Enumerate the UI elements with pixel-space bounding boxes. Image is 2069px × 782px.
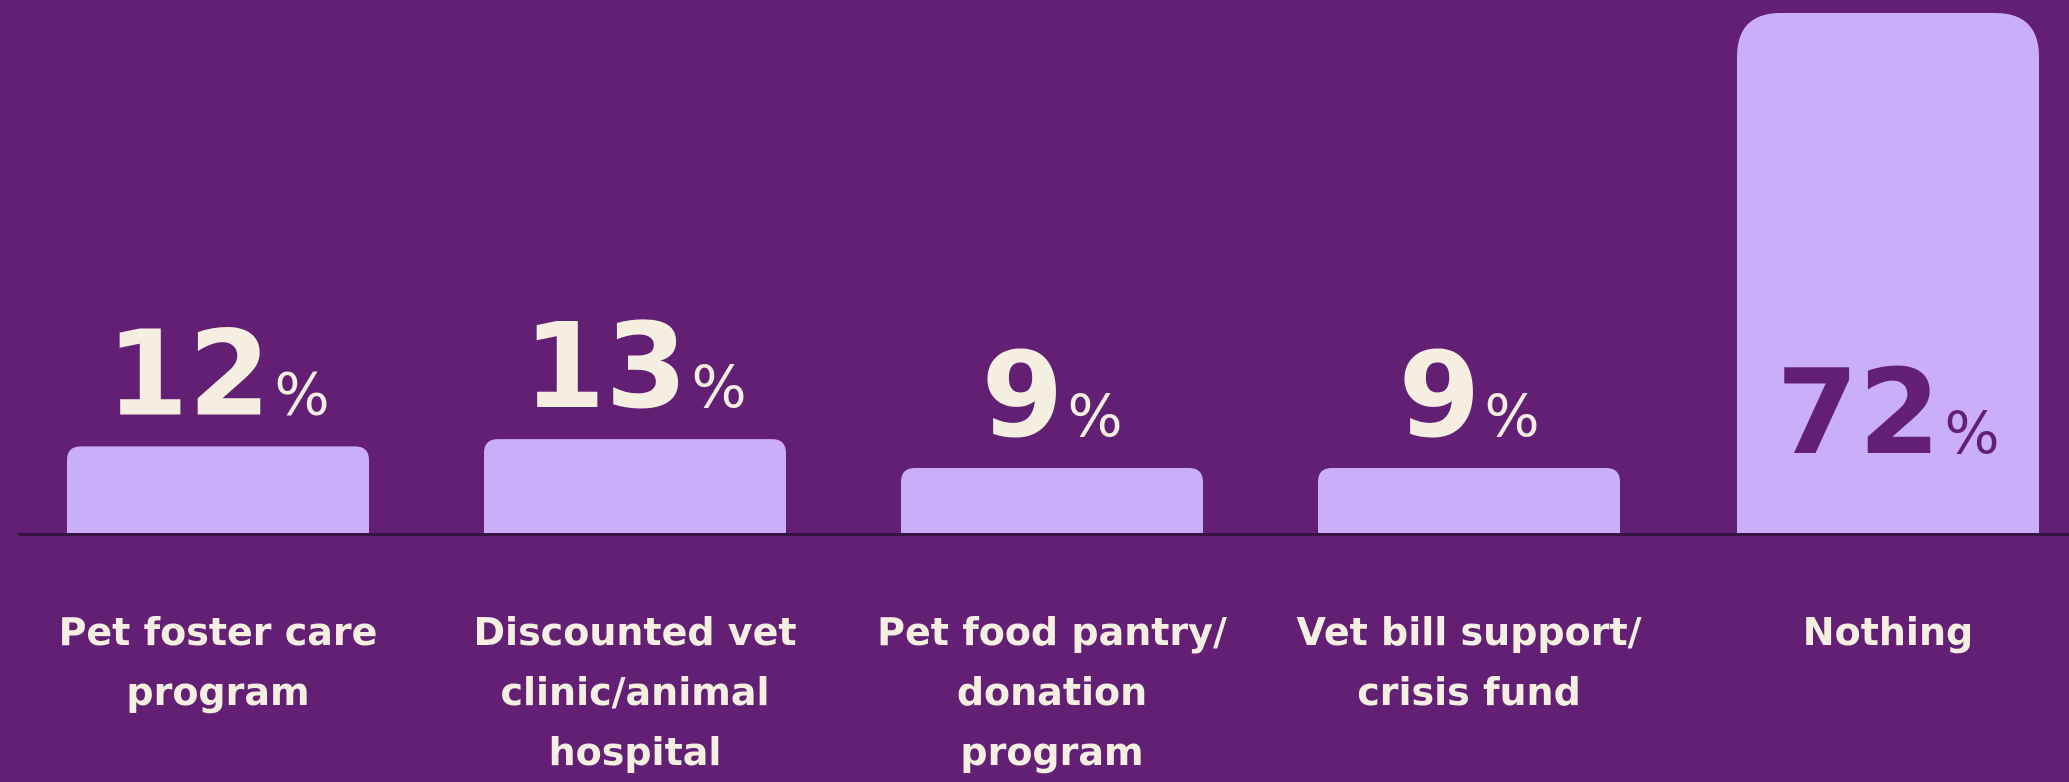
category-label: Vet bill support/ crisis fund — [1296, 610, 1642, 714]
bar-value-label: 9% — [981, 326, 1122, 464]
bar-value-suffix: % — [275, 360, 330, 428]
bar — [1737, 13, 2039, 533]
bar-value-number: 72 — [1776, 343, 1940, 481]
bar-value-label: 12% — [106, 304, 329, 442]
bar-value-suffix: % — [1067, 382, 1122, 450]
bar — [67, 446, 369, 533]
bar-value-suffix: % — [1945, 399, 2000, 467]
bar — [484, 439, 786, 533]
category-label: Nothing — [1802, 610, 1974, 654]
bar-value-suffix: % — [1484, 382, 1539, 450]
bar-value-label: 9% — [1398, 326, 1539, 464]
bar-value-label: 13% — [523, 297, 746, 435]
bar-value-label: 72% — [1776, 343, 1999, 481]
bar — [901, 468, 1203, 533]
bar-value-number: 9 — [1398, 326, 1480, 464]
bar-value-number: 13 — [523, 297, 687, 435]
bar-value-suffix: % — [692, 353, 747, 421]
category-label: Pet food pantry/ donation program — [877, 610, 1227, 774]
category-label: Discounted vet clinic/animal hospital — [473, 610, 797, 774]
category-label: Pet foster care program — [58, 610, 378, 714]
bar-value-number: 12 — [106, 304, 270, 442]
bar-value-number: 9 — [981, 326, 1063, 464]
bar — [1318, 468, 1620, 533]
